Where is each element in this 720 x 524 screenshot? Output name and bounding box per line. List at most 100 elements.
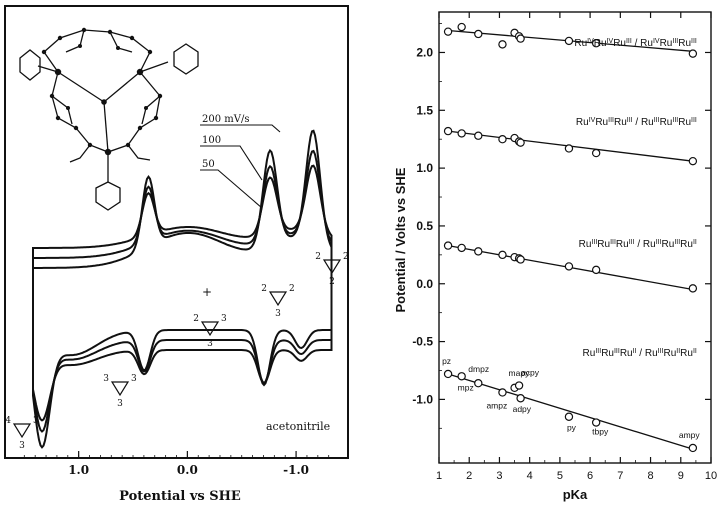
cv-x-tick-label: 1.0 [68, 463, 89, 477]
pka-y-tick-label: -0.5 [412, 335, 433, 349]
series-label-part: IV [607, 38, 614, 45]
cv-x-tick-label: -1.0 [283, 463, 309, 477]
oxidation-state-label: 2 3 3 [193, 314, 227, 349]
data-point [564, 262, 574, 271]
series-label-part: IV [589, 117, 596, 124]
ligand-point-label: acpy [521, 368, 540, 378]
cv-curve-1 [32, 129, 333, 449]
series-label-part: Ru [595, 117, 608, 128]
series-label-part: III [626, 38, 632, 45]
solvent-label: acetonitrile [266, 420, 330, 433]
pka-series-3: RuIIIRuIIIRuIII / RuIIIRuIIIRuII [443, 239, 698, 293]
series-label-part: II [633, 348, 637, 355]
series-label-part: Ru [662, 239, 675, 250]
series-label-part: Ru [601, 348, 614, 359]
pka-plot-frame [438, 11, 712, 464]
series-label-part: Ru [583, 348, 596, 359]
pka-x-tick-label: 8 [647, 470, 653, 482]
pka-y-axis-label: Potential / Volts vs SHE [393, 167, 408, 312]
series-label-part: Ru [613, 38, 626, 49]
data-point [516, 138, 525, 147]
data-point [443, 241, 453, 250]
data-point [457, 372, 466, 381]
series-label-part: III [627, 117, 633, 124]
series-label-part: III [610, 239, 616, 246]
state-top-right: 3 [131, 374, 137, 384]
state-bottom: 3 [207, 339, 213, 349]
series-label-part: Ru [616, 239, 629, 250]
state-bottom: 2 [329, 277, 335, 287]
fit-line [447, 373, 694, 450]
series-label-part: III [672, 38, 678, 45]
pka-x-tick-label: 10 [705, 470, 717, 482]
data-point [457, 22, 466, 32]
series-label-part: Ru [620, 348, 633, 359]
molecule-structure-icon [19, 29, 199, 211]
cv-x-axis: 1.0 0.0 -1.0 [23, 451, 330, 477]
data-point [591, 39, 601, 48]
series-label-part: III [654, 117, 660, 124]
series-label-part: Ru [576, 117, 589, 128]
series-label-part: Ru [680, 239, 693, 250]
ligand-point-label: adpy [513, 404, 532, 414]
oxidation-state-label: 2 2 2 [315, 252, 348, 287]
series-label-part: Ru [678, 117, 691, 128]
pka-x-tick-label: 1 [436, 470, 442, 482]
series-label-part: II [676, 348, 680, 355]
state-top-left: 4 [5, 416, 11, 426]
cv-x-axis-label: Potential vs SHE [119, 489, 241, 504]
series-label-part: III [658, 348, 664, 355]
series-label: RuIIIRuIIIRuIII / RuIIIRuIIIRuII [579, 239, 697, 251]
state-bottom: 3 [19, 441, 25, 451]
series-label-part: III [608, 117, 614, 124]
pka-axes: 1 2 3 4 5 6 7 8 9 10 -1.0 -0.5 0.0 0.5 1.0 1.5 2.0 [412, 12, 717, 482]
data-point [591, 265, 601, 275]
oxidation-state-labels: 4 3 3 3 3 3 2 3 3 2 2 3 2 2 2 [5, 252, 348, 451]
triangle-icon [12, 423, 32, 439]
data-point [498, 388, 507, 397]
ligand-point-label: mpz [458, 382, 474, 392]
data-point [564, 36, 574, 46]
series-label-part: Ru [594, 38, 607, 49]
ligand-point-label: dmpz [468, 364, 489, 374]
state-top-left: 2 [261, 284, 267, 294]
series-label: RuIVRuIIIRuIII / RuIIIRuIIIRuIII [576, 117, 697, 129]
ligand-point-label: ampy [679, 430, 701, 440]
pka-x-tick-label: 3 [496, 470, 502, 482]
data-point [688, 156, 698, 166]
pka-x-tick-label: 5 [557, 470, 563, 482]
series-label-part: Ru [574, 38, 587, 49]
series-label-part: III [614, 348, 620, 355]
series-label-part: II [693, 348, 697, 355]
oxidation-state-label: 2 2 3 [261, 284, 294, 319]
state-top-left: 3 [103, 374, 109, 384]
data-point [498, 40, 507, 49]
ligand-point-label: ampz [486, 400, 507, 410]
state-top-left: 2 [193, 314, 199, 324]
data-point [591, 418, 601, 427]
pka-y-tick-label: 1.0 [416, 161, 433, 175]
series-label-part: / Ru [632, 38, 653, 49]
scan-rate-label-1: 200 mV/s [202, 114, 249, 125]
scan-rate-leaders [200, 124, 281, 209]
oxidation-state-label: 4 3 3 [5, 416, 39, 451]
data-point [516, 34, 525, 43]
series-label-part: III [656, 239, 662, 246]
pka-x-tick-label: 6 [587, 470, 593, 482]
data-point [457, 129, 466, 138]
data-point [688, 443, 698, 453]
pka-series-4: RuIIIRuIIIRuII / RuIIIRuIIRuIIpzmpzdmpza… [442, 348, 701, 453]
series-label-part: III [629, 239, 635, 246]
zero-current-marker: + [202, 285, 212, 299]
cv-curve-3 [32, 164, 333, 422]
pka-x-tick-label: 2 [466, 470, 472, 482]
ligand-point-label: py [567, 423, 577, 433]
triangle-icon [110, 381, 130, 397]
state-bottom: 3 [275, 309, 281, 319]
pka-y-tick-label: 1.5 [416, 103, 433, 117]
pka-y-tick-label: 0.0 [416, 277, 433, 291]
state-bottom: 3 [117, 399, 123, 409]
cv-curve-2 [32, 149, 333, 433]
cv-x-tick-label: 0.0 [177, 463, 198, 477]
